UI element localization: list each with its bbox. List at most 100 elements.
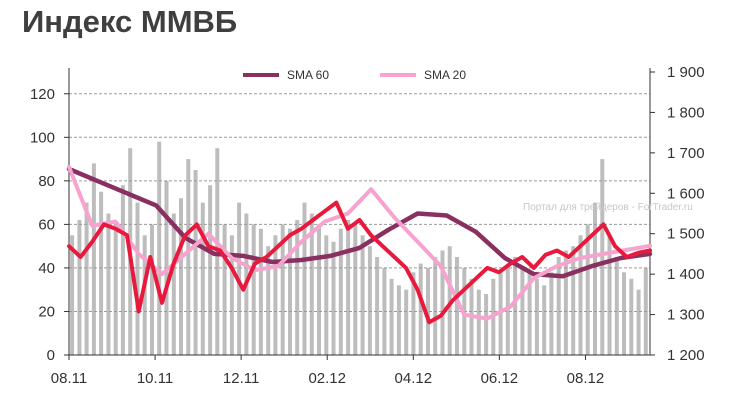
volume-bar xyxy=(200,202,205,355)
chart-title: Индекс ММВБ xyxy=(22,4,238,39)
volume-bar xyxy=(193,170,198,355)
legend-background xyxy=(218,62,518,84)
volume-bar xyxy=(622,272,626,355)
volume-bar xyxy=(563,250,568,355)
volume-bar xyxy=(295,220,300,355)
watermark-text: Портал для трейдеров - ForTrader.ru xyxy=(523,202,693,213)
volume-bar xyxy=(520,267,525,355)
left-tick-label: 40 xyxy=(38,260,55,277)
right-tick-label: 1 800 xyxy=(667,104,705,121)
volume-bar xyxy=(324,235,329,355)
left-tick-label: 80 xyxy=(38,173,55,190)
volume-bar xyxy=(84,202,89,355)
volume-bar xyxy=(142,235,147,355)
volume-bar xyxy=(106,213,111,355)
volume-bar xyxy=(476,289,481,355)
volume-bar xyxy=(229,235,234,355)
x-tick-label: 06.12 xyxy=(481,370,519,387)
volume-bar xyxy=(542,285,547,355)
volume-bar xyxy=(389,278,394,355)
right-tick-label: 1 300 xyxy=(667,307,705,324)
volume-bar xyxy=(534,278,539,355)
volume-bar xyxy=(258,228,263,355)
volume-bar xyxy=(607,235,612,355)
volume-bar xyxy=(179,198,183,355)
right-tick-label: 1 500 xyxy=(667,226,705,243)
right-tick-label: 1 600 xyxy=(667,185,705,202)
left-tick-label: 20 xyxy=(38,303,55,320)
volume-bar xyxy=(251,224,256,355)
volume-bar xyxy=(578,235,583,355)
volume-bar xyxy=(280,224,285,355)
volume-bar xyxy=(396,285,401,355)
volume-bar xyxy=(353,224,358,355)
volume-bar xyxy=(302,202,307,355)
x-tick-label: 08.11 xyxy=(51,370,87,387)
volume-bar xyxy=(636,289,641,355)
x-tick-label: 12.11 xyxy=(223,370,259,387)
volume-bar xyxy=(113,224,118,355)
axes xyxy=(64,68,655,360)
legend-label: SMA 20 xyxy=(424,68,466,82)
legend-label: SMA 60 xyxy=(287,68,329,82)
volume-bar xyxy=(77,220,82,355)
volume-bar xyxy=(186,159,191,355)
volume-bar xyxy=(222,224,227,355)
volume-bar xyxy=(455,257,459,355)
volume-bar xyxy=(527,272,532,355)
series-lines xyxy=(66,165,653,325)
series-line-index xyxy=(67,200,652,325)
volume-bar xyxy=(571,246,576,355)
volume-bar xyxy=(331,241,336,355)
series-line-sma-20 xyxy=(67,165,652,321)
volume-bar xyxy=(418,263,423,355)
volume-bar xyxy=(513,257,518,355)
volume-bar xyxy=(411,272,416,355)
left-tick-label: 60 xyxy=(38,216,55,233)
volume-bar xyxy=(208,185,213,355)
volume-bar xyxy=(556,257,561,355)
left-tick-label: 120 xyxy=(30,86,55,103)
right-tick-label: 1 200 xyxy=(667,347,705,364)
x-tick-label: 02.12 xyxy=(308,370,346,387)
volume-bar xyxy=(614,257,619,355)
volume-bar xyxy=(288,228,292,355)
x-tick-label: 10.11 xyxy=(137,370,173,387)
volume-bar xyxy=(346,220,351,355)
series-line-sma-60 xyxy=(66,166,653,279)
volume-bar xyxy=(70,235,75,355)
volume-bar xyxy=(150,224,154,355)
volume-bar xyxy=(629,278,634,355)
volume-bar xyxy=(585,224,590,355)
volume-bar xyxy=(426,267,430,355)
volume-bar xyxy=(273,235,278,355)
right-tick-label: 1 700 xyxy=(667,145,705,162)
volume-bar xyxy=(484,294,489,355)
right-tick-label: 1 400 xyxy=(667,266,705,283)
grid-lines xyxy=(69,93,650,312)
volume-bar xyxy=(447,246,452,355)
volume-bar xyxy=(135,202,140,355)
volume-bar xyxy=(317,224,321,355)
left-tick-label: 100 xyxy=(30,129,55,146)
volume-bar xyxy=(157,141,162,355)
volume-bar xyxy=(338,228,343,355)
volume-bar xyxy=(593,202,597,355)
volume-bar xyxy=(440,250,445,355)
volume-bar xyxy=(600,159,605,355)
volume-bar xyxy=(120,185,125,355)
volume-bar xyxy=(360,235,365,355)
volume-bar xyxy=(404,289,409,355)
volume-bar xyxy=(266,246,271,355)
volume-bar xyxy=(99,191,104,355)
right-tick-label: 1 900 xyxy=(667,64,705,81)
volume-bar xyxy=(549,272,554,355)
volume-bar xyxy=(367,246,372,355)
x-tick-label: 04.12 xyxy=(395,370,433,387)
left-tick-label: 0 xyxy=(47,347,55,364)
legend: SMA 60 SMA 20 xyxy=(218,62,518,84)
volume-bar xyxy=(433,257,438,355)
volume-bar xyxy=(309,213,314,355)
volume-bar xyxy=(91,163,96,355)
